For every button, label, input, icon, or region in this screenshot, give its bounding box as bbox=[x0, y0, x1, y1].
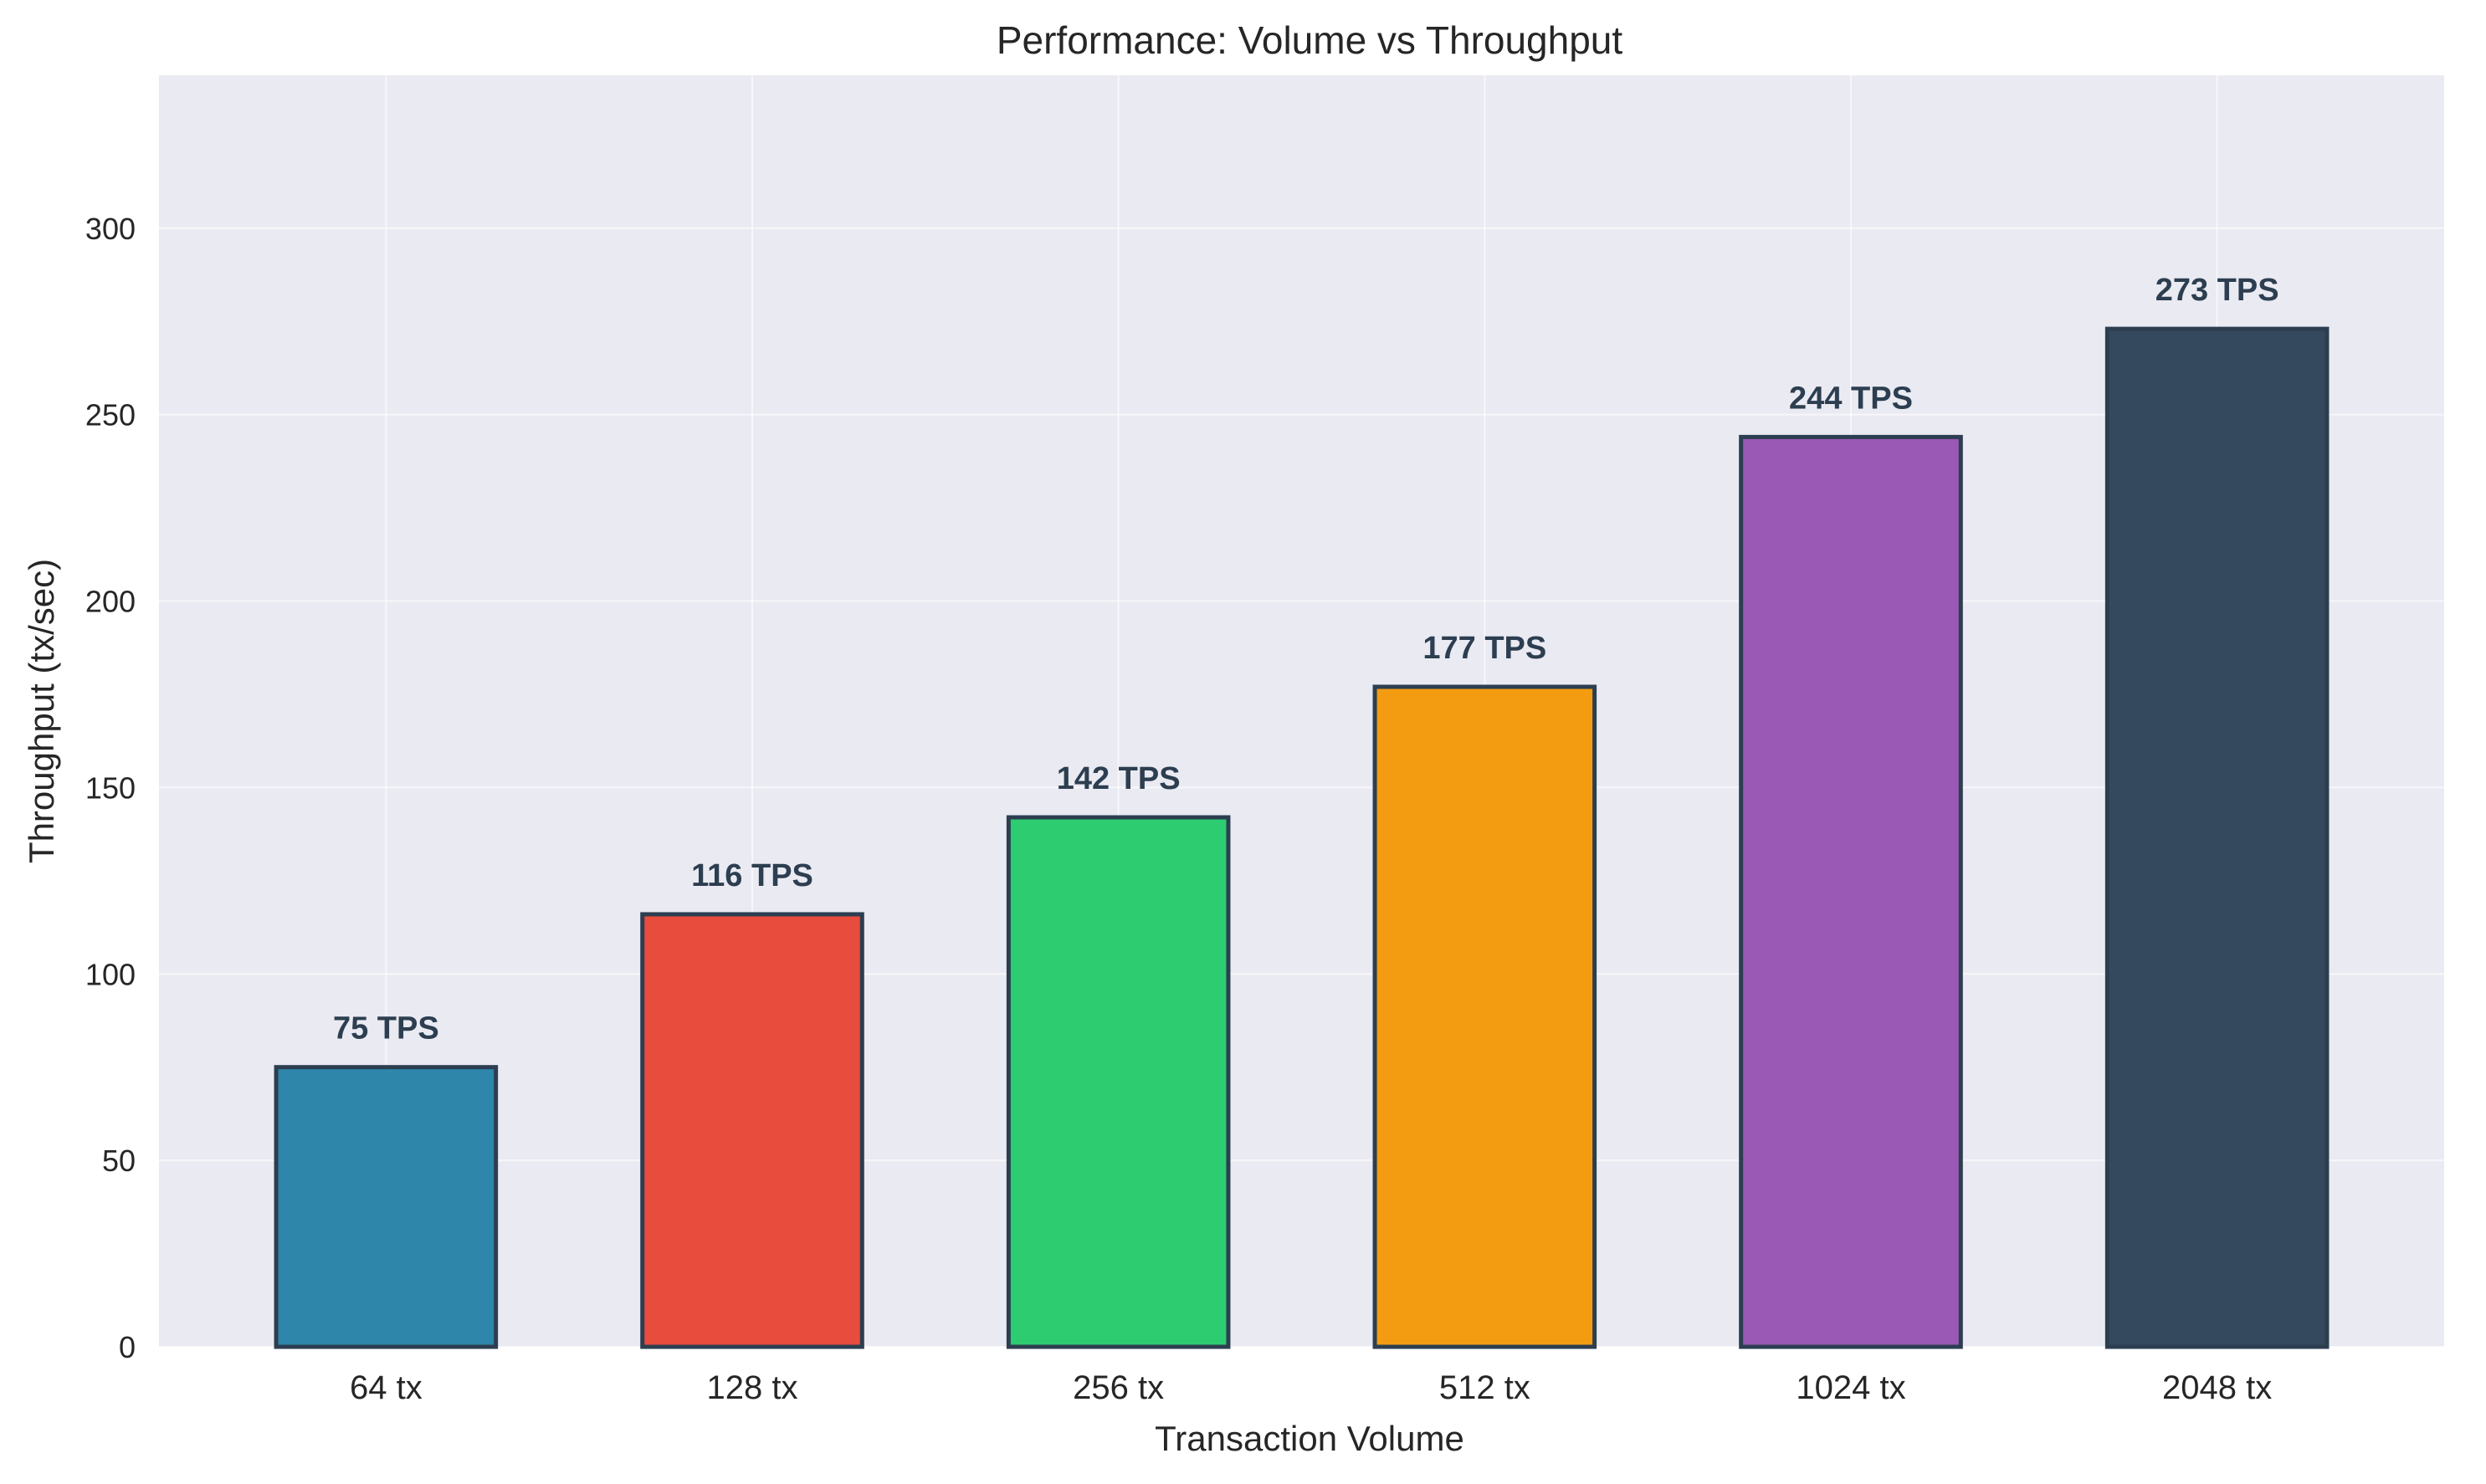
x-tick-label: 1024 tx bbox=[1796, 1369, 1905, 1406]
x-axis-title: Transaction Volume bbox=[1155, 1419, 1464, 1458]
plot-area bbox=[159, 75, 2444, 1347]
y-tick-labels: 0 50 100 150 200 250 300 bbox=[85, 212, 136, 1364]
bars bbox=[274, 326, 2330, 1349]
y-tick-label: 300 bbox=[85, 212, 136, 246]
chart-title: Performance: Volume vs Throughput bbox=[997, 18, 1623, 62]
bar bbox=[2104, 326, 2330, 1349]
x-tick-label: 128 tx bbox=[707, 1369, 798, 1406]
bar-value-label: 273 TPS bbox=[2155, 273, 2279, 308]
x-tick-label: 64 tx bbox=[350, 1369, 423, 1406]
x-tick-label: 2048 tx bbox=[2162, 1369, 2272, 1406]
y-tick-label: 100 bbox=[85, 957, 136, 991]
bar bbox=[1006, 815, 1231, 1349]
y-axis-title: Throughput (tx/sec) bbox=[22, 559, 61, 863]
y-tick-label: 0 bbox=[119, 1330, 136, 1364]
bar bbox=[1372, 684, 1597, 1349]
bar-value-label: 244 TPS bbox=[1789, 381, 1913, 416]
y-tick-label: 200 bbox=[85, 585, 136, 619]
bar-value-label: 177 TPS bbox=[1422, 631, 1546, 666]
y-tick-label: 250 bbox=[85, 398, 136, 432]
bar bbox=[1739, 434, 1963, 1349]
x-tick-labels: 64 tx 128 tx 256 tx 512 tx 1024 tx 2048 tx bbox=[350, 1369, 2272, 1406]
y-tick-label: 150 bbox=[85, 770, 136, 805]
bar-value-label: 116 TPS bbox=[691, 858, 813, 893]
data-labels: 75 TPS 116 TPS 142 TPS 177 TPS 244 TPS 273 TP… bbox=[333, 273, 2279, 1046]
x-tick-label: 512 tx bbox=[1439, 1369, 1530, 1406]
y-tick-label: 50 bbox=[102, 1144, 136, 1178]
x-tick-label: 256 tx bbox=[1073, 1369, 1164, 1406]
bar bbox=[274, 1065, 499, 1349]
bar-value-label: 142 TPS bbox=[1057, 761, 1181, 796]
bar bbox=[640, 912, 864, 1349]
bar-value-label: 75 TPS bbox=[333, 1011, 439, 1046]
